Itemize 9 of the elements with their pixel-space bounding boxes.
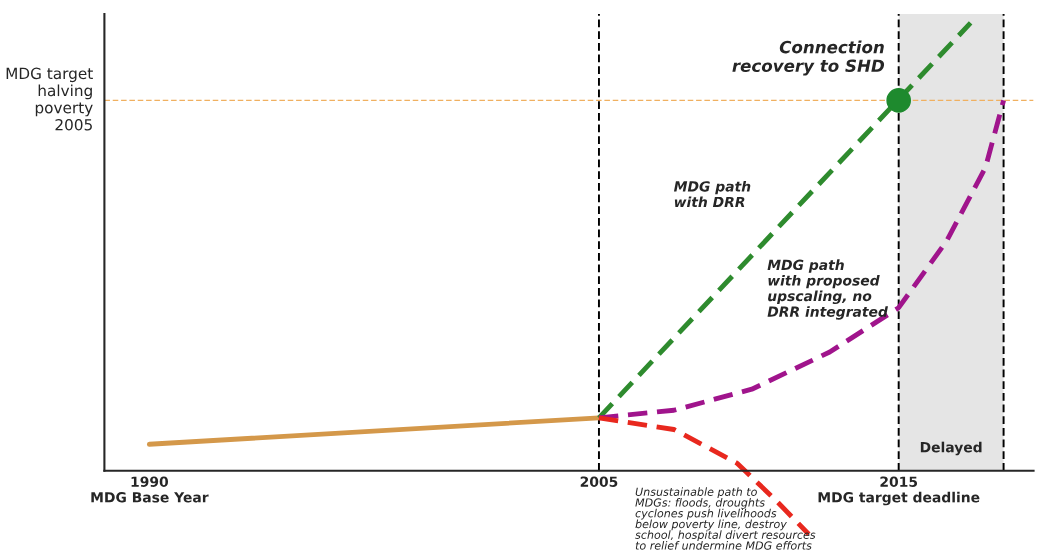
x-tick-label: 2015 MDG target deadline (818, 476, 980, 506)
annotation: Connection recovery to SHD (732, 40, 885, 76)
ref-line-label: MDG target halving poverty 2005 (6, 67, 93, 131)
band-label: Delayed (920, 441, 982, 456)
x-tick-label: 1990 MDG Base Year (91, 476, 209, 503)
series-label: MDG path with proposed upscaling, no DRR integrated (767, 259, 888, 320)
series-label: Unsustainable path to MDGs: floods, droughts cyclones push livelihoods below poverty line, destroy school, hospital divert resources to relief undermine MDG efforts (635, 487, 816, 550)
x-tick-label: 2005 (580, 476, 618, 487)
text: MDG path with DRR (673, 180, 751, 208)
